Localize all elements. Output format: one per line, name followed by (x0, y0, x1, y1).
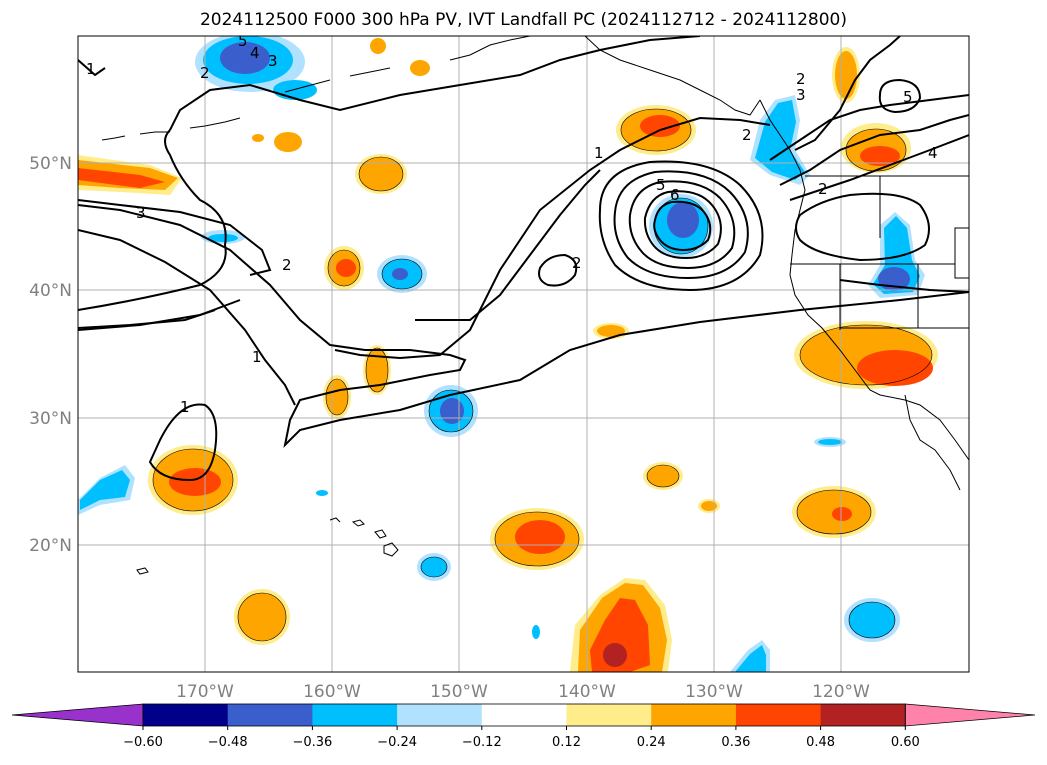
colorbar-tick-label: −0.36 (292, 735, 332, 750)
colorbar-segment (481, 704, 567, 726)
colorbar-tick-label: −0.12 (462, 735, 502, 750)
positive-anomaly-west-edge (78, 155, 182, 195)
lat-label: 40°N (29, 281, 72, 301)
colorbar-extend-low (11, 703, 144, 727)
lat-label: 30°N (29, 409, 72, 429)
contour-label: 2 (282, 256, 292, 274)
contour-label: 2 (200, 64, 210, 82)
colorbar-tick-label: −0.48 (208, 735, 248, 750)
colorbar-tick-label: −0.24 (377, 735, 417, 750)
colorbar-extend-high (904, 703, 1036, 727)
contour-label: 2 (796, 70, 806, 88)
colorbar-segment (651, 704, 737, 726)
colorbar-outline (142, 703, 906, 727)
contour-label: 2 (818, 180, 828, 198)
colorbar-segment (397, 704, 483, 726)
contour-label: 6 (670, 186, 680, 204)
contour-label: 1 (180, 398, 190, 416)
anomaly-outlines (152, 108, 933, 642)
colorbar-tick-label: −0.60 (123, 735, 163, 750)
colorbar-segment (312, 704, 398, 726)
lon-label: 150°W (430, 682, 488, 702)
colorbar: −0.60 −0.48 −0.36 −0.24 −0.12 0.12 0.24 0.36 0.4… (11, 703, 1036, 750)
contour-label: 2 (572, 254, 582, 272)
contour-label: 1 (86, 60, 96, 78)
lon-label: 140°W (558, 682, 616, 702)
lon-label: 160°W (303, 682, 361, 702)
contour-label: 5 (656, 176, 666, 194)
contour-label: 1 (252, 348, 262, 366)
contour-label: 1 (594, 144, 604, 162)
latitude-labels: 50°N 40°N 30°N 20°N (29, 154, 72, 556)
lon-label: 170°W (176, 682, 234, 702)
lat-label: 20°N (29, 536, 72, 556)
colorbar-segment (820, 704, 906, 726)
contour-label: 3 (796, 86, 806, 104)
pv-anomaly-shading (78, 36, 938, 672)
colorbar-tick-label: 0.24 (637, 735, 666, 750)
contour-label: 3 (268, 52, 278, 70)
lon-label: 120°W (812, 682, 870, 702)
coastlines (101, 36, 969, 575)
contour-label: 5 (238, 32, 248, 50)
colorbar-tick-label: 0.36 (721, 735, 750, 750)
contour-labels: 1 2 3 4 5 1 2 3 1 2 1 2 5 6 2 3 2 5 4 (86, 32, 938, 416)
map-title: 2024112500 F000 300 hPa PV, IVT Landfall… (199, 10, 847, 30)
colorbar-segment (143, 704, 229, 726)
lat-label: 50°N (29, 154, 72, 174)
contour-label: 4 (250, 44, 260, 62)
colorbar-tick-label: 0.12 (552, 735, 581, 750)
colorbar-segment (227, 704, 313, 726)
colorbar-segment (735, 704, 822, 726)
lon-label: 130°W (685, 682, 743, 702)
contour-label: 4 (928, 144, 938, 162)
contour-label: 2 (742, 126, 752, 144)
longitude-labels: 170°W 160°W 150°W 140°W 130°W 120°W (176, 682, 870, 702)
map-frame (77, 35, 970, 673)
contour-label: 3 (136, 204, 146, 222)
contour-label: 5 (903, 88, 913, 106)
pv-contours (78, 36, 969, 482)
colorbar-segment (566, 704, 652, 726)
negative-anomaly-aleutian (195, 36, 317, 100)
colorbar-tick-label: 0.48 (806, 735, 835, 750)
colorbar-tick-label: 0.60 (891, 735, 920, 750)
